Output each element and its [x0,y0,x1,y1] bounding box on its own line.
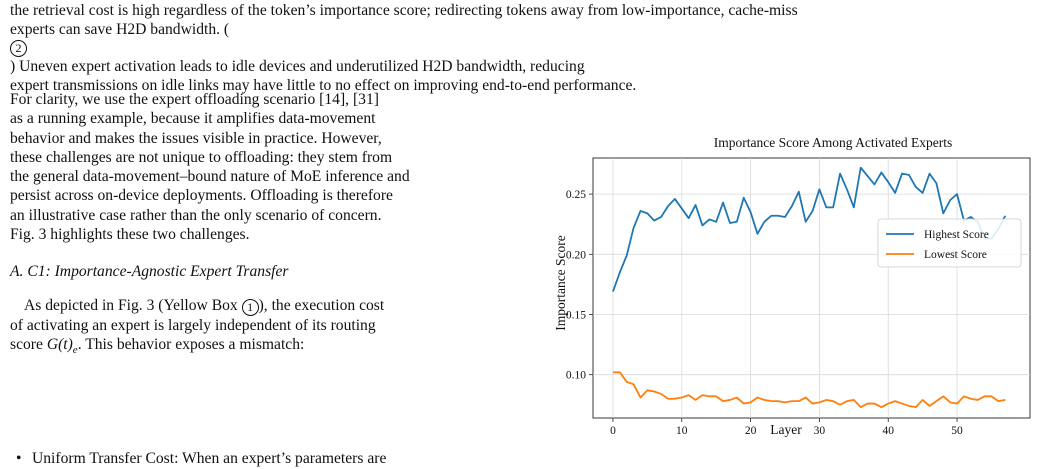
y-tick-label: 0.25 [566,189,586,201]
lowest-score-line [612,371,1006,409]
y-tick-label: 0.20 [566,249,586,261]
y-tick-label: 0.15 [566,309,586,321]
x-tick-label: 30 [814,425,826,437]
section-line-1: As depicted in Fig. 3 (Yellow Box 1), th… [24,297,385,316]
legend: Highest Score Lowest Score [877,218,1022,268]
top-line-1: the retrieval cost is high regardless of… [10,2,798,19]
x-tick-label: 50 [951,425,963,437]
top-paragraph: the retrieval cost is high regardless of… [10,1,1034,95]
y-axis-label: Importance Score [553,235,568,331]
left-line: these challenges are not unique to offlo… [10,148,393,166]
y-tick-label: 0.10 [566,370,586,382]
x-axis-label: Layer [770,422,802,437]
routing-score-math: G(t) [46,336,73,354]
left-line: the general data-movement–bound nature o… [10,168,410,186]
legend-label-highest: Highest Score [924,229,989,241]
left-line: For clarity, we use the expert offloadin… [10,91,379,108]
left-paragraph: For clarity, we use the expert offloadin… [10,90,520,244]
legend-label-lowest: Lowest Score [924,249,987,261]
section-paragraph: As depicted in Fig. 3 (Yellow Box 1), th… [10,296,520,361]
section-line-2: of activating an expert is largely indep… [10,317,376,334]
gridlines [593,158,1030,418]
left-line: behavior and makes the issues visible in… [10,129,382,147]
top-line-2: experts can save H2D bandwidth. (2) Unev… [10,21,585,75]
x-tick-label: 10 [676,425,688,437]
left-line: an illustrative case rather than the onl… [10,206,382,224]
x-tick-label: 40 [882,425,894,437]
highest-score-line [612,166,1007,292]
left-line: Fig. 3 highlights these two challenges. [10,226,250,244]
left-line: persist across on-device deployments. Of… [10,187,393,205]
section-line-3: score G(t)e. This behavior exposes a mis… [10,336,305,357]
circled-marker-2: 2 [10,39,27,57]
chart-title: Importance Score Among Activated Experts [714,135,952,150]
plot-frame [592,157,1031,419]
left-line: as a running example, because it amplifi… [10,110,376,128]
axes: 0 10 20 30 40 50 0.10 0.15 0.20 0.25 [566,189,963,437]
series-lines [612,166,1007,409]
x-tick-label: 0 [610,425,616,437]
circled-marker-1: 1 [241,299,259,316]
bullet-item: Uniform Transfer Cost: When an expert’s … [10,449,542,469]
section-heading: A. C1: Importance-Agnostic Expert Transf… [10,263,289,280]
importance-score-chart: Importance Score Among Activated Experts… [553,135,1031,437]
legend-box [877,218,1022,268]
x-tick-label: 20 [745,425,757,437]
top-line-3: expert transmissions on idle links may h… [10,76,637,94]
